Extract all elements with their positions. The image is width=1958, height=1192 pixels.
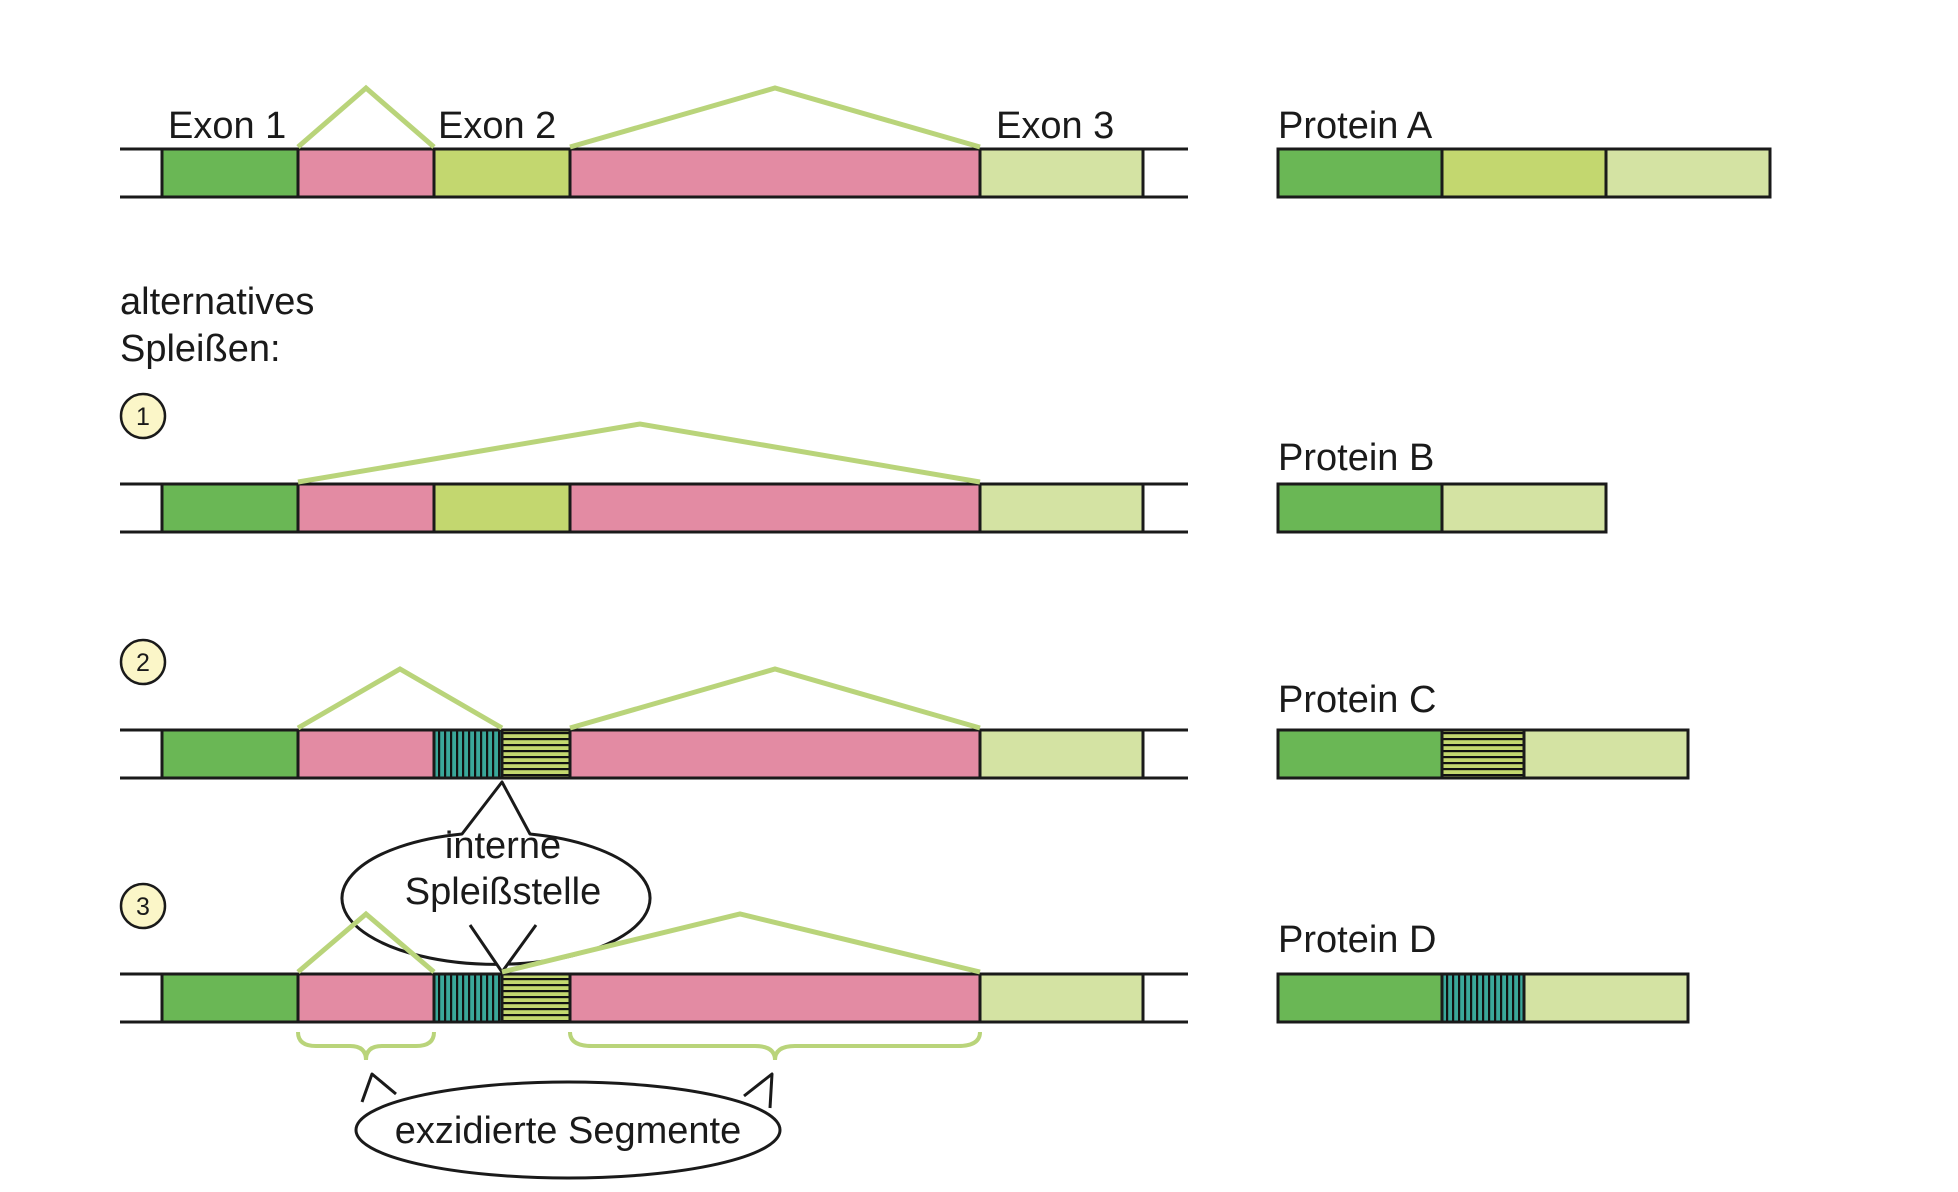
protein-c-label: Protein C: [1278, 679, 1436, 721]
variant-3-marker: 3: [119, 882, 167, 930]
splice-connector: [501, 911, 981, 975]
protein-d: Protein D: [1276, 919, 1690, 1024]
intron1-segment: [296, 482, 436, 534]
intron2-segment: [568, 482, 982, 534]
intron1-segment: [296, 972, 436, 1024]
splice-connector: [296, 84, 436, 149]
exon3-segment: [978, 972, 1145, 1024]
splice-connector: [297, 421, 981, 485]
internal-horizontal-stripe-segment: [500, 972, 572, 1024]
variant-3-number: 3: [136, 893, 150, 921]
intron2-segment: [568, 147, 982, 199]
exon1-segment: [160, 147, 300, 199]
variant-2-row: [120, 666, 1188, 780]
protein-a: Protein A: [1276, 105, 1772, 199]
variant-1-row: [120, 421, 1188, 534]
exon1-segment: [160, 728, 300, 780]
exon3-label: Exon 3: [996, 105, 1114, 147]
variant-1-number: 1: [136, 403, 150, 431]
protein-d-label: Protein D: [1278, 919, 1436, 961]
splice-connector: [296, 910, 436, 974]
internal-splice-site-callout: interne Spleißstelle: [340, 780, 652, 974]
intron1-segment: [296, 147, 436, 199]
excised-segments-callout: exzidierte Segmente: [354, 1072, 782, 1180]
intron2-segment: [568, 972, 982, 1024]
intron2-segment: [568, 728, 982, 780]
exon3-segment: [978, 482, 1145, 534]
splice-connector: [569, 666, 981, 731]
exon3-segment: [978, 728, 1145, 780]
exon2-segment: [432, 482, 572, 534]
variant-3-row: [120, 910, 1188, 1061]
internal-splice-site-label: interne: [445, 825, 561, 867]
protein-a-label: Protein A: [1278, 105, 1433, 147]
exon2-label: Exon 2: [438, 105, 556, 147]
excised-segment-brace: [568, 1031, 982, 1061]
internal-horizontal-stripe-segment: [500, 728, 572, 780]
exon1-label: Exon 1: [168, 105, 286, 147]
variant-1-marker: 1: [119, 392, 167, 440]
internal-splice-site-label-line2: Spleißstelle: [405, 871, 601, 913]
splice-connector: [296, 666, 504, 731]
exon1-segment: [160, 972, 300, 1024]
variant-2-number: 2: [136, 649, 150, 677]
excised-segment-brace: [296, 1031, 436, 1061]
protein-b: Protein B: [1276, 437, 1608, 534]
alternative-splicing-heading-line2: Spleißen:: [120, 328, 281, 370]
protein-c: Protein C: [1276, 679, 1690, 780]
intron1-segment: [296, 728, 436, 780]
internal-vertical-stripe-segment: [432, 728, 504, 780]
protein-b-label: Protein B: [1278, 437, 1434, 479]
excised-segments-label: exzidierte Segmente: [395, 1110, 741, 1152]
splice-connector: [569, 85, 981, 150]
exon2-segment: [432, 147, 572, 199]
variant-2-marker: 2: [119, 638, 167, 686]
alternative-splicing-heading: alternatives: [120, 281, 314, 323]
pre-mrna-row: Exon 1 Exon 2 Exon 3: [120, 84, 1188, 199]
exon3-segment: [978, 147, 1145, 199]
exon1-segment: [160, 482, 300, 534]
internal-vertical-stripe-segment: [432, 972, 504, 1024]
